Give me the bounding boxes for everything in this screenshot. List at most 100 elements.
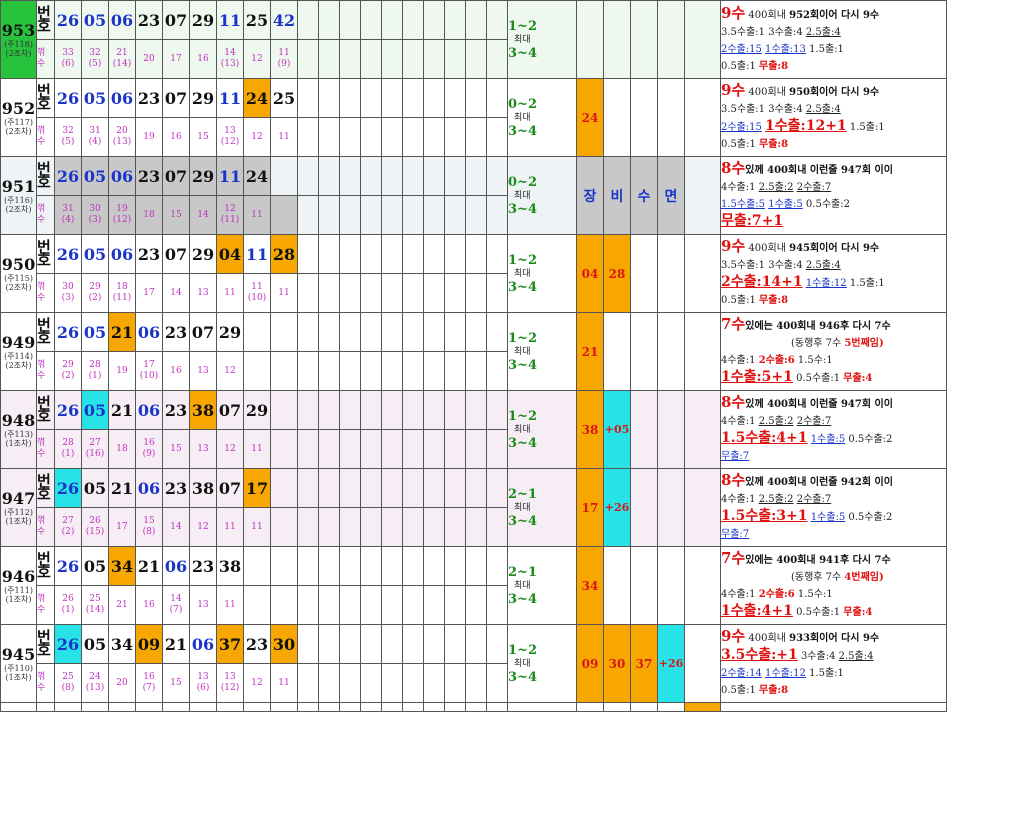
number-cell[interactable]: 05	[81, 390, 109, 430]
empty-cell[interactable]	[381, 507, 403, 547]
round-id-cell[interactable]: 948 (주113) (1조차)	[0, 390, 37, 469]
round-id-cell[interactable]: 949 (주114) (2조차)	[0, 312, 37, 391]
empty-cell[interactable]	[318, 78, 340, 118]
empty-cell[interactable]	[297, 546, 319, 586]
empty-cell[interactable]	[486, 663, 508, 703]
empty-cell[interactable]	[423, 546, 445, 586]
number-cell[interactable]: 05	[81, 78, 109, 118]
round-id-cell[interactable]: 953 (주118) (2조차)	[0, 0, 37, 79]
highlight-empty[interactable]	[603, 0, 631, 79]
highlight-empty[interactable]	[630, 546, 658, 625]
empty-cell[interactable]	[297, 39, 319, 79]
empty-cell[interactable]	[465, 0, 487, 40]
highlight-cell[interactable]: 21	[576, 312, 604, 391]
number-cell[interactable]: 24	[243, 156, 271, 196]
empty-cell[interactable]	[444, 468, 466, 508]
number-cell[interactable]: 29	[189, 234, 217, 274]
empty-cell[interactable]	[339, 468, 361, 508]
empty-cell[interactable]	[381, 156, 403, 196]
highlight-empty[interactable]	[657, 468, 685, 547]
number-cell[interactable]: 26	[54, 546, 82, 586]
empty-cell[interactable]	[360, 507, 382, 547]
empty-cell[interactable]	[402, 0, 424, 40]
number-cell[interactable]: 25	[270, 78, 298, 118]
empty-cell[interactable]	[423, 585, 445, 625]
empty-cell[interactable]	[360, 234, 382, 274]
empty-cell[interactable]	[318, 195, 340, 235]
number-cell[interactable]: 05	[81, 234, 109, 274]
number-cell[interactable]: 23	[243, 624, 271, 664]
empty-cell[interactable]	[381, 312, 403, 352]
empty-cell[interactable]	[297, 234, 319, 274]
empty-cell[interactable]	[297, 390, 319, 430]
empty-cell[interactable]	[486, 546, 508, 586]
empty-cell[interactable]	[318, 39, 340, 79]
number-cell[interactable]: 06	[108, 0, 136, 40]
highlight-empty[interactable]	[684, 624, 721, 703]
highlight-cell[interactable]: 37	[630, 624, 658, 703]
empty-cell[interactable]	[402, 312, 424, 352]
empty-cell[interactable]	[297, 195, 319, 235]
empty-cell[interactable]	[423, 429, 445, 469]
empty-cell[interactable]	[360, 273, 382, 313]
round-id-cell[interactable]: 950 (주115) (2조차)	[0, 234, 37, 313]
empty-cell[interactable]	[360, 0, 382, 40]
empty-cell[interactable]	[486, 0, 508, 40]
number-cell[interactable]: 34	[108, 624, 136, 664]
number-cell[interactable]: 11	[216, 0, 244, 40]
empty-cell[interactable]	[360, 351, 382, 391]
number-cell[interactable]	[270, 390, 298, 430]
number-cell[interactable]: 04	[216, 234, 244, 274]
empty-cell[interactable]	[381, 195, 403, 235]
empty-cell[interactable]	[486, 468, 508, 508]
number-cell[interactable]: 05	[81, 468, 109, 508]
empty-cell[interactable]	[381, 234, 403, 274]
empty-cell[interactable]	[318, 468, 340, 508]
highlight-cell[interactable]: 34	[576, 546, 604, 625]
number-cell[interactable]: 06	[135, 312, 163, 352]
empty-cell[interactable]	[444, 390, 466, 430]
empty-cell[interactable]	[297, 273, 319, 313]
number-cell[interactable]: 26	[54, 156, 82, 196]
empty-cell[interactable]	[360, 663, 382, 703]
empty-cell[interactable]	[465, 663, 487, 703]
empty-cell[interactable]	[402, 273, 424, 313]
empty-cell[interactable]	[381, 117, 403, 157]
empty-cell[interactable]	[402, 546, 424, 586]
highlight-empty[interactable]	[657, 546, 685, 625]
number-cell[interactable]: 23	[189, 546, 217, 586]
empty-cell[interactable]	[381, 0, 403, 40]
empty-cell[interactable]	[297, 312, 319, 352]
empty-cell[interactable]	[423, 312, 445, 352]
round-id-cell[interactable]: 951 (주116) (2조차)	[0, 156, 37, 235]
round-id-cell[interactable]: 945 (주110) (1조차)	[0, 624, 37, 703]
empty-cell[interactable]	[444, 546, 466, 586]
empty-cell[interactable]	[381, 273, 403, 313]
highlight-empty[interactable]	[576, 0, 604, 79]
number-cell[interactable]: 06	[108, 78, 136, 118]
number-cell[interactable]	[243, 546, 271, 586]
empty-cell[interactable]	[318, 585, 340, 625]
empty-cell[interactable]	[423, 468, 445, 508]
number-cell[interactable]: 30	[270, 624, 298, 664]
empty-cell[interactable]	[465, 351, 487, 391]
empty-cell[interactable]	[318, 624, 340, 664]
empty-cell[interactable]	[465, 585, 487, 625]
empty-cell[interactable]	[486, 156, 508, 196]
empty-cell[interactable]	[297, 156, 319, 196]
highlight-cell[interactable]: 09	[576, 624, 604, 703]
highlight-empty[interactable]	[684, 390, 721, 469]
empty-cell[interactable]	[444, 624, 466, 664]
empty-cell[interactable]	[486, 351, 508, 391]
number-cell[interactable]: 05	[81, 624, 109, 664]
empty-cell[interactable]	[339, 156, 361, 196]
highlight-cell[interactable]: +05	[603, 390, 631, 469]
number-cell[interactable]: 29	[189, 78, 217, 118]
empty-cell[interactable]	[360, 39, 382, 79]
empty-cell[interactable]	[486, 78, 508, 118]
number-cell[interactable]: 26	[54, 78, 82, 118]
round-id-cell[interactable]: 947 (주112) (1조차)	[0, 468, 37, 547]
number-cell[interactable]: 23	[135, 78, 163, 118]
empty-cell[interactable]	[465, 156, 487, 196]
number-cell[interactable]: 23	[162, 312, 190, 352]
